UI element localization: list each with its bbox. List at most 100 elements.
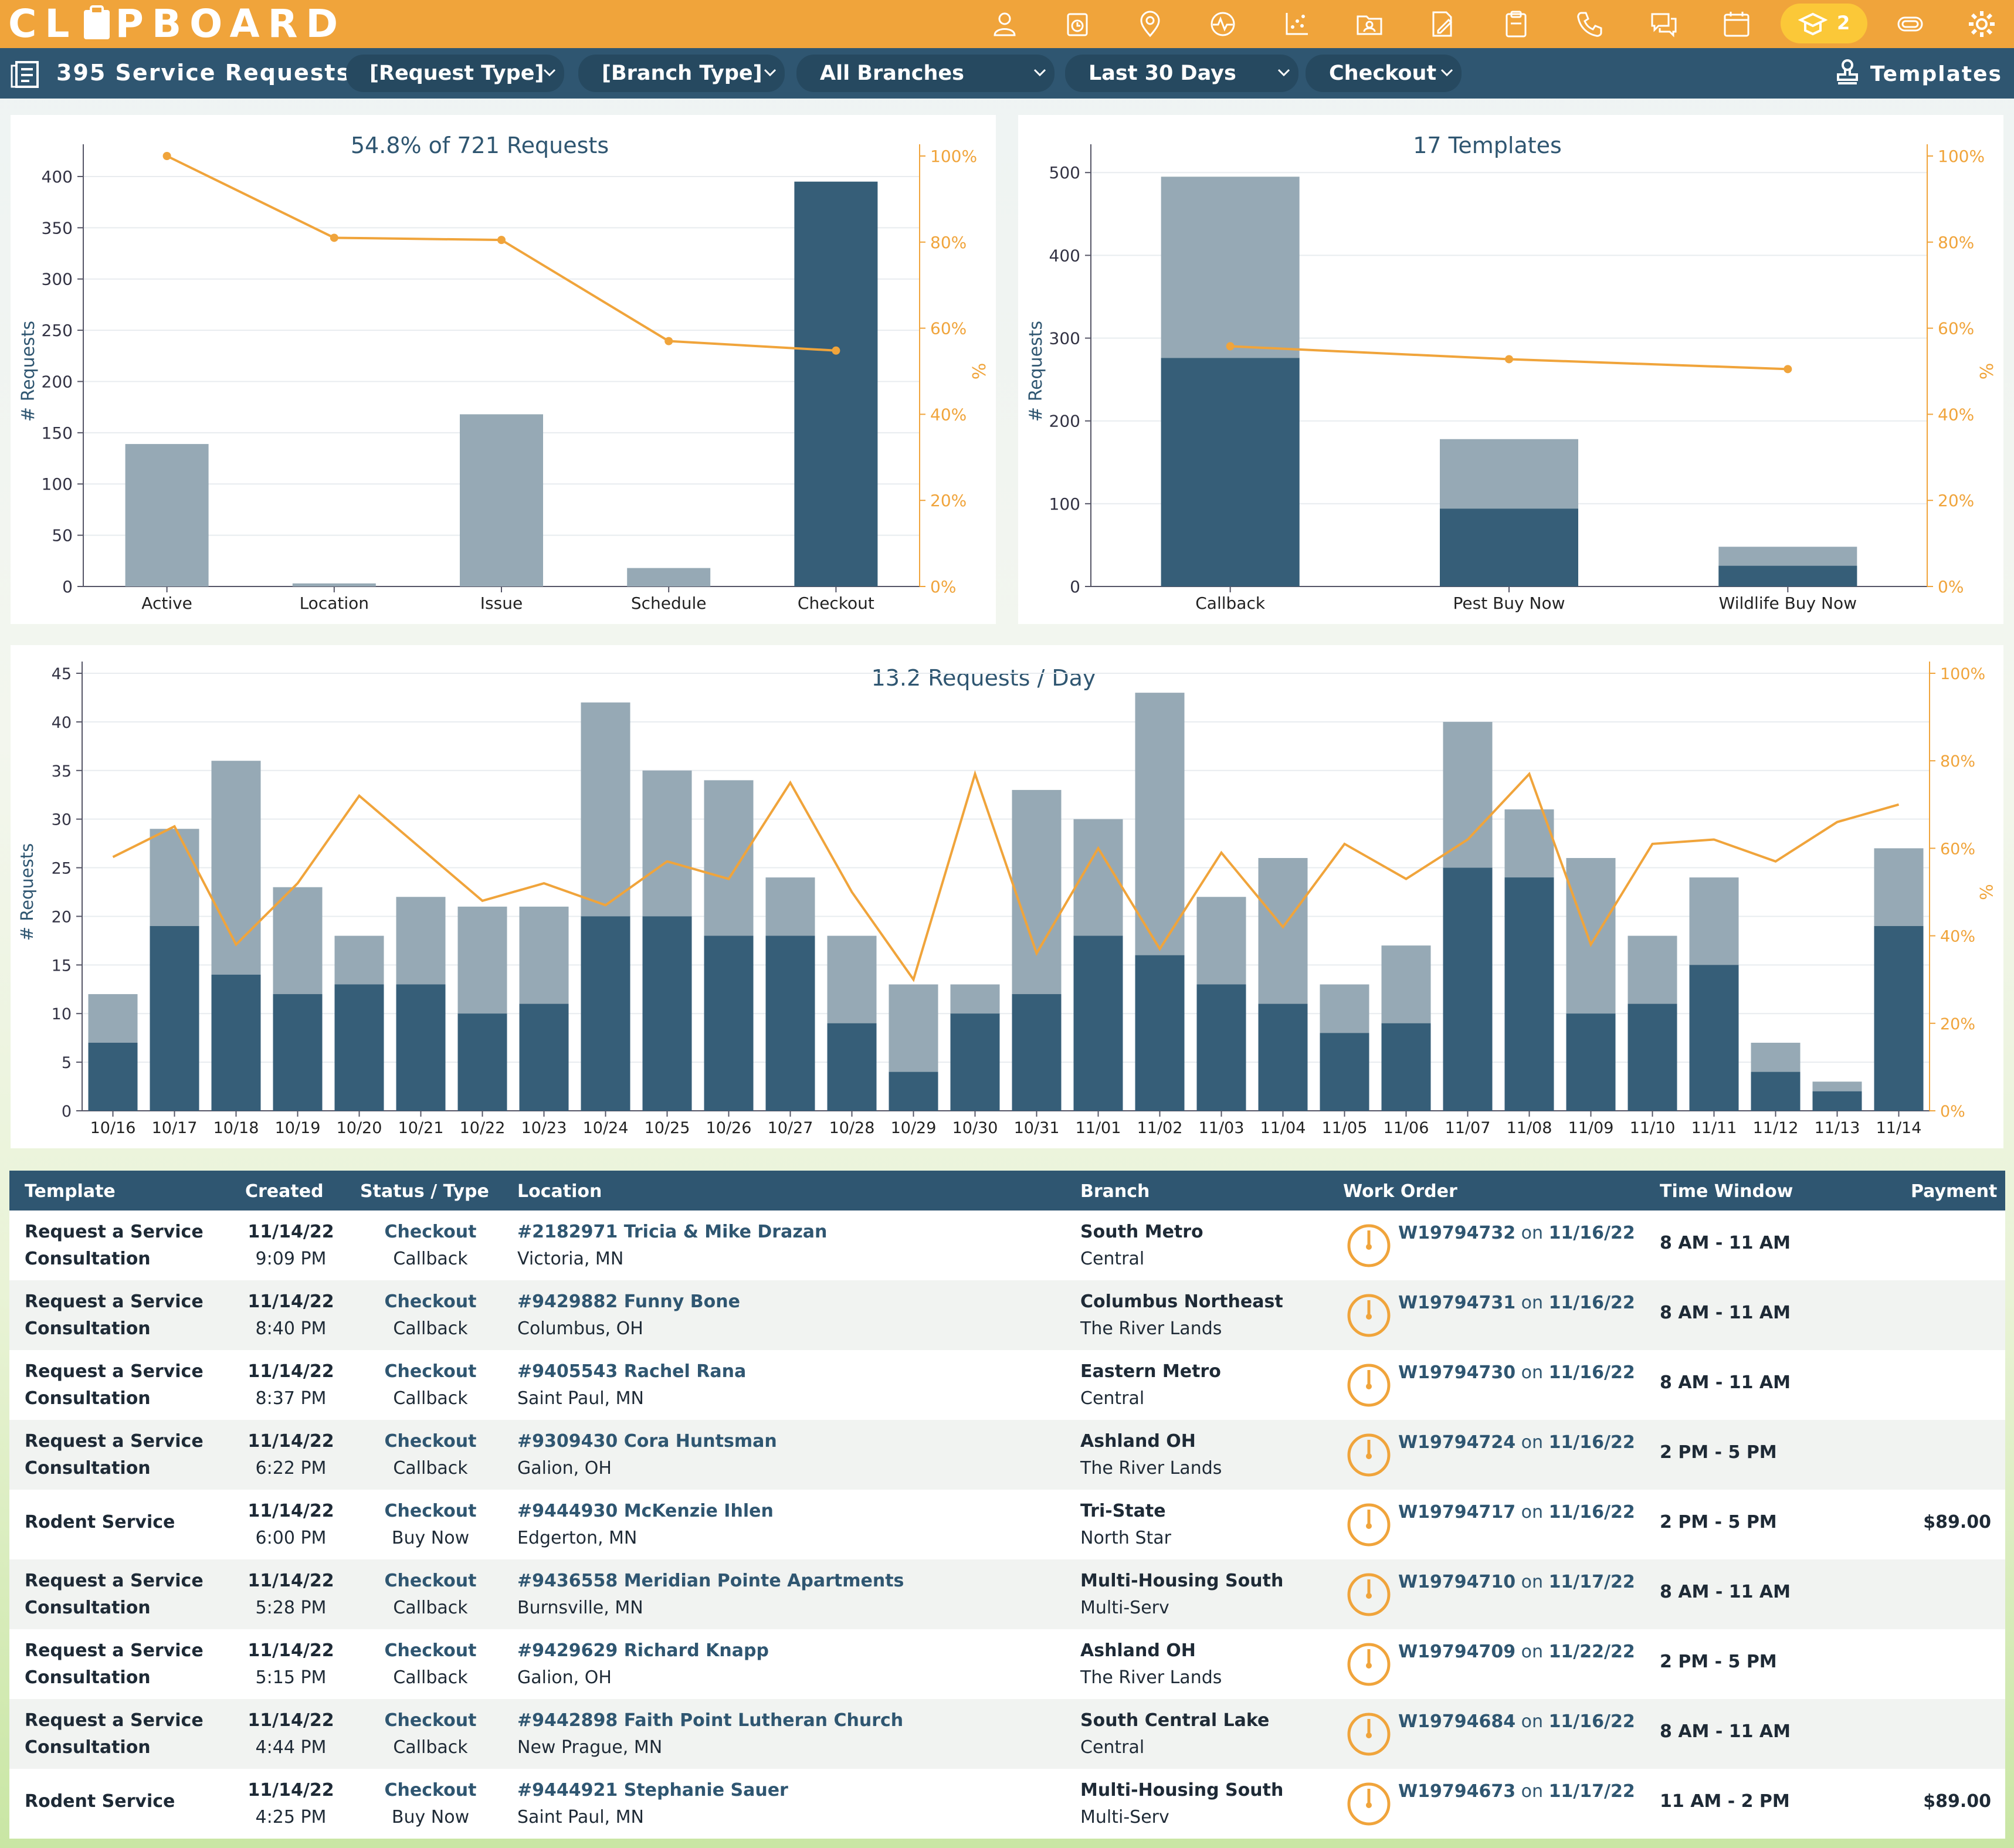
table-row[interactable]: Request a Service Consultation 11/14/22 4:4… [9,1699,2005,1769]
work-order[interactable]: W19794684 on 11/16/22 [1398,1708,1635,1735]
activity-icon[interactable] [1208,9,1237,39]
location-link[interactable]: #9442898 Faith Point Lutheran Church [517,1710,904,1731]
table-row[interactable]: Rodent Service 11/14/22 4:25 PM Checkout Buy… [9,1769,2005,1839]
edit-document-icon[interactable] [1428,9,1457,39]
table-row[interactable]: Request a Service Consultation 11/14/22 6:2… [9,1420,2005,1490]
col-branch[interactable]: Branch [1080,1181,1150,1202]
person-icon[interactable] [990,9,1019,39]
branch-name: Ashland OH [1080,1431,1196,1452]
status-link[interactable]: Checkout [384,1431,477,1452]
contact-folder-icon[interactable] [1355,9,1384,39]
work-order-link[interactable]: W19794724 [1398,1432,1516,1453]
work-order-link[interactable]: W19794710 [1398,1572,1516,1592]
work-order-link[interactable]: W19794730 [1398,1362,1516,1383]
created-time: 6:22 PM [255,1458,327,1479]
x-tick-label: 11/02 [1137,1119,1183,1137]
bar-checkout [88,1042,138,1111]
bar-checkout [1381,1023,1431,1111]
table-row[interactable]: Request a Service Consultation 11/14/22 5:2… [9,1559,2005,1629]
work-order[interactable]: W19794673 on 11/17/22 [1398,1778,1635,1805]
x-tick-label: 11/10 [1630,1119,1676,1137]
stage-select[interactable]: Checkout [1306,55,1462,92]
request-type-select[interactable]: [Request Type] [346,55,564,92]
branch-region: The River Lands [1080,1667,1222,1688]
status-link[interactable]: Checkout [384,1571,477,1591]
branches-select[interactable]: All Branches [796,55,1055,92]
work-order-link[interactable]: W19794673 [1398,1781,1516,1802]
location-pin-icon[interactable] [1135,9,1165,39]
table-row[interactable]: Request a Service Consultation 11/14/22 9:0… [9,1210,2005,1280]
col-status-type[interactable]: Status / Type [360,1181,489,1202]
bar-checkout [519,1003,569,1111]
request-type: Callback [393,1388,468,1409]
location-link[interactable]: #9444930 McKenzie Ihlen [517,1501,774,1521]
work-order-link[interactable]: W19794709 [1398,1642,1516,1662]
y-tick-label: 0 [62,1103,72,1121]
col-created[interactable]: Created [245,1181,324,1202]
location-link[interactable]: #9405543 Rachel Rana [517,1361,747,1382]
date-range-select[interactable]: Last 30 Days [1065,55,1298,92]
table-row[interactable]: Rodent Service 11/14/22 6:00 PM Checkout Buy… [9,1490,2005,1559]
branch-name: Eastern Metro [1080,1361,1221,1382]
work-order-on: on [1521,1432,1544,1453]
percent-point [1784,365,1792,374]
scatter-icon[interactable] [1282,9,1311,39]
work-order[interactable]: W19794724 on 11/16/22 [1398,1429,1635,1456]
location-link[interactable]: #9436558 Meridian Pointe Apartments [517,1571,904,1591]
clipboard-icon[interactable] [1501,9,1531,39]
location-link[interactable]: #9444921 Stephanie Sauer [517,1780,788,1800]
work-order-link[interactable]: W19794731 [1398,1293,1516,1313]
work-order[interactable]: W19794730 on 11/16/22 [1398,1359,1635,1386]
work-order-on: on [1521,1781,1544,1802]
link-icon[interactable] [1896,9,1925,39]
bar-checkout [150,926,199,1111]
phone-icon[interactable] [1575,9,1605,39]
col-time-window[interactable]: Time Window [1660,1181,1793,1202]
col-template[interactable]: Template [25,1181,116,1202]
work-order-link[interactable]: W19794684 [1398,1711,1516,1732]
work-order[interactable]: W19794717 on 11/16/22 [1398,1499,1635,1526]
col-location[interactable]: Location [517,1181,602,1202]
y2-axis-label: % [1975,363,1996,380]
status-link[interactable]: Checkout [384,1222,477,1242]
chat-icon[interactable] [1649,9,1679,39]
templates-button[interactable]: Templates [1835,59,2002,88]
col-work-order[interactable]: Work Order [1343,1181,1457,1202]
branch-type-select[interactable]: [Branch Type] [578,55,785,92]
status-link[interactable]: Checkout [384,1291,477,1312]
status-link[interactable]: Checkout [384,1780,477,1800]
bar-checkout [1012,994,1062,1111]
request-type: Callback [393,1598,468,1618]
location-link[interactable]: #9429882 Funny Bone [517,1291,740,1312]
training-badge[interactable]: 2 [1781,4,1867,43]
y2-tick-label: 80% [1940,752,1975,771]
branch-name: Multi-Housing South [1080,1571,1284,1591]
status-link[interactable]: Checkout [384,1501,477,1521]
table-row[interactable]: Request a Service Consultation 11/14/22 8:4… [9,1280,2005,1350]
work-order[interactable]: W19794732 on 11/16/22 [1398,1220,1635,1247]
calendar-icon[interactable] [1722,9,1751,39]
work-order[interactable]: W19794731 on 11/16/22 [1398,1290,1635,1317]
gear-icon[interactable] [1967,9,1996,39]
percent-point [497,236,506,245]
work-order[interactable]: W19794709 on 11/22/22 [1398,1639,1635,1666]
work-order[interactable]: W19794710 on 11/17/22 [1398,1569,1635,1596]
col-payment[interactable]: Payment [1911,1181,1998,1202]
branch-name: Ashland OH [1080,1640,1196,1661]
created-date: 11/14/22 [247,1431,334,1452]
table-row[interactable]: Request a Service Consultation 11/14/22 5:1… [9,1629,2005,1699]
x-tick-label: Checkout [798,594,874,613]
location-link[interactable]: #9429629 Richard Knapp [517,1640,769,1661]
work-order-link[interactable]: W19794732 [1398,1223,1516,1243]
status-link[interactable]: Checkout [384,1361,477,1382]
table-row[interactable]: Request a Service Consultation 11/14/22 8:3… [9,1350,2005,1420]
status-link[interactable]: Checkout [384,1640,477,1661]
work-order-link[interactable]: W19794717 [1398,1502,1516,1523]
x-tick-label: Schedule [631,594,707,613]
status-link[interactable]: Checkout [384,1710,477,1731]
timer-icon[interactable] [1063,9,1092,39]
location-link[interactable]: #2182971 Tricia & Mike Drazan [517,1222,828,1242]
location-link[interactable]: #9309430 Cora Huntsman [517,1431,777,1452]
time-window: 8 AM - 11 AM [1660,1721,1791,1742]
clipboard-logo[interactable]: CL PBOARD [8,1,347,46]
